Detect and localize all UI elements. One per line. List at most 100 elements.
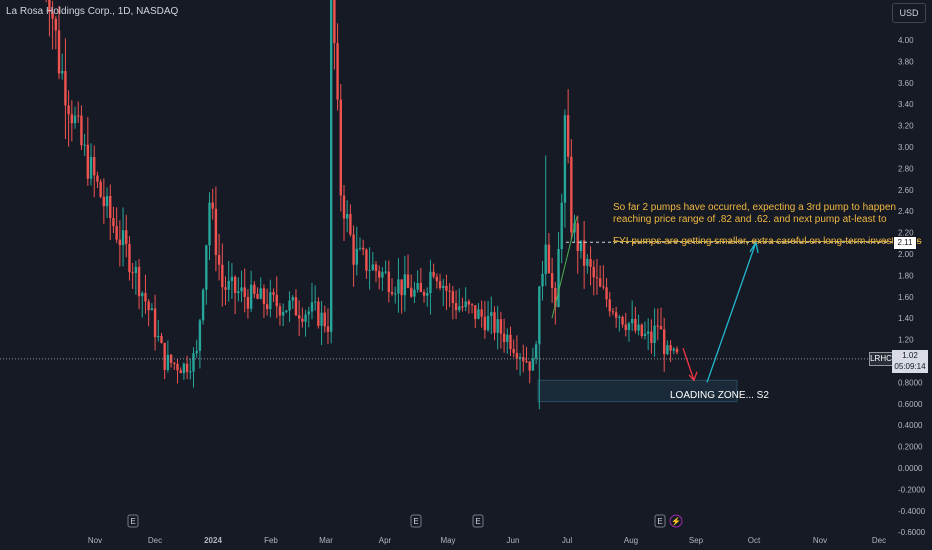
candle-body (86, 144, 90, 179)
candle-body (208, 202, 211, 246)
candle-body (448, 290, 451, 292)
candle-body (201, 289, 205, 321)
y-tick-label: 3.40 (898, 100, 914, 109)
candle-body (586, 258, 589, 266)
candle-body (509, 334, 512, 350)
y-tick-label: 2.40 (898, 207, 914, 216)
candle-body (89, 157, 93, 179)
candle-body (333, 0, 336, 44)
down-arrow-line (682, 347, 695, 381)
y-tick-label: 1.80 (898, 271, 914, 280)
y-tick-label: 3.80 (898, 57, 914, 66)
event-label: E (475, 517, 480, 526)
candle-body (112, 218, 115, 227)
candle-body (490, 312, 493, 316)
loading-zone (537, 379, 738, 403)
candle-body (195, 350, 198, 354)
candle-body (297, 315, 301, 319)
candle-body (493, 312, 496, 333)
candle-body (109, 196, 112, 219)
up-arrow-head (749, 240, 759, 254)
symbol-title: La Rosa Holdings Corp., 1D, NASDAQ (6, 6, 179, 17)
candle-body (301, 318, 304, 322)
candle-body (99, 181, 102, 197)
candle-body (397, 279, 400, 294)
y-tick-label: -0.6000 (898, 528, 926, 537)
currency-button[interactable]: USD (892, 3, 926, 23)
candle-body (131, 272, 134, 274)
candle-body (470, 304, 474, 306)
candle-body (362, 247, 365, 250)
candle-body (474, 305, 477, 319)
annotation-line-2: reaching price range of .82 and .62. and… (613, 214, 887, 225)
candle-body (531, 358, 535, 371)
candle-body (643, 333, 647, 336)
up-arrow-line (706, 242, 757, 383)
x-tick-label: 2024 (204, 536, 222, 545)
candle-body (160, 335, 163, 343)
candle-body (618, 316, 621, 318)
candle-body (515, 352, 519, 359)
x-tick-label: Sep (689, 536, 704, 545)
trend-line (551, 216, 578, 319)
candle-body (432, 271, 435, 277)
candle-body (291, 297, 294, 301)
candle-body (416, 283, 419, 290)
candle-body (621, 316, 624, 325)
candle-body (669, 345, 672, 351)
candle-body (627, 323, 631, 330)
y-tick-label: 4.00 (898, 36, 914, 45)
candle-body (70, 114, 74, 124)
candle-body (390, 292, 394, 294)
y-tick-label: 1.20 (898, 336, 914, 345)
candle-body (486, 315, 490, 331)
candle-body (278, 306, 282, 316)
candle-body (614, 312, 618, 318)
candle-body (630, 318, 634, 324)
candle-body (467, 301, 471, 305)
x-tick-label: May (440, 536, 455, 545)
candle-body (93, 157, 96, 176)
candle-body (265, 304, 269, 310)
candle-body (544, 244, 547, 274)
candle-body (352, 234, 355, 265)
candle-body (477, 309, 480, 319)
candle-body (576, 223, 579, 252)
candle-body (233, 276, 237, 294)
event-label: E (413, 517, 418, 526)
candle-body (675, 348, 679, 353)
candle-body (269, 292, 272, 310)
candle-body (666, 345, 669, 355)
event-label: E (657, 517, 662, 526)
candle-body (157, 335, 160, 338)
y-tick-label: 1.60 (898, 293, 914, 302)
candle-body (560, 202, 563, 250)
candle-body (394, 293, 397, 295)
candle-body (442, 285, 445, 289)
candle-body (243, 287, 246, 297)
candle-body (662, 329, 666, 355)
candle-body (371, 264, 375, 270)
candle-body (144, 293, 147, 302)
down-arrow-head (688, 371, 698, 382)
last-price: 1.02 (902, 351, 918, 360)
candle-body (80, 115, 83, 146)
candle-body (368, 269, 371, 271)
candle-body (256, 293, 259, 299)
candle-body (163, 342, 166, 370)
loading-zone-label: LOADING ZONE... S2 (670, 390, 769, 401)
candle-body (326, 326, 330, 332)
candle-body (502, 333, 506, 343)
x-tick-label: Dec (872, 536, 886, 545)
x-axis: Nov Dec 2024 Feb Mar Apr May Jun Jul Aug Sep Oct Nov… (88, 536, 886, 545)
candle-body (173, 362, 176, 364)
candle-body (563, 115, 567, 203)
candle-body (650, 331, 653, 343)
candle-body (317, 301, 320, 326)
x-tick-label: Oct (748, 536, 761, 545)
event-icon (472, 514, 484, 528)
candle-body (550, 273, 554, 288)
candle-body (118, 239, 122, 246)
candle-body (205, 245, 208, 290)
